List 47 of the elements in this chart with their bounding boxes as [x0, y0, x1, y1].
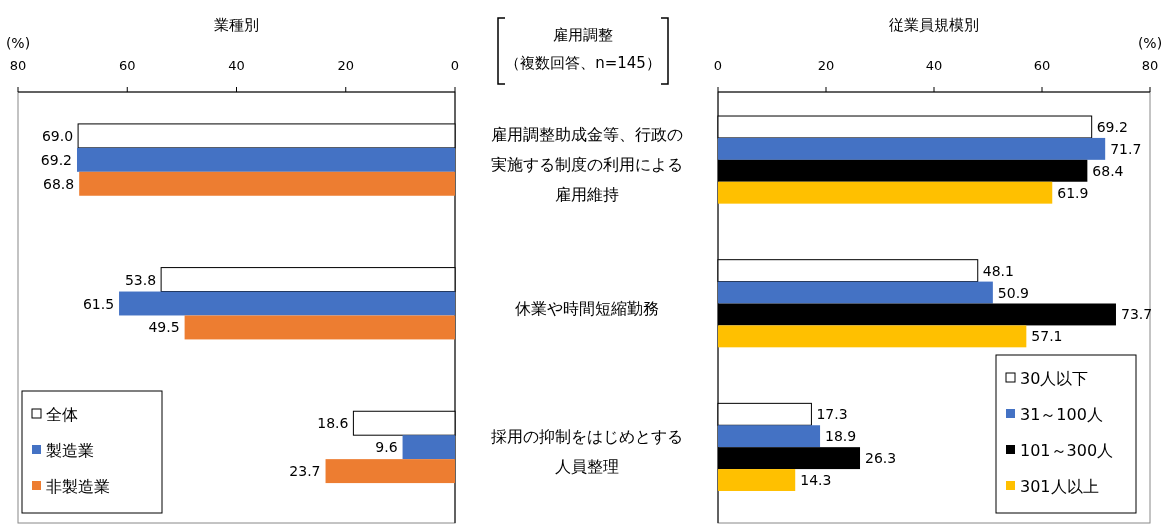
- chart-title: 業種別: [214, 16, 259, 34]
- x-tick-label: 40: [925, 58, 943, 73]
- x-axis-title: (%): [1137, 35, 1163, 51]
- legend-label: 31～100人: [1020, 405, 1103, 424]
- legend-label: 301人以上: [1020, 477, 1099, 496]
- data-label: 69.0: [41, 127, 74, 144]
- legend-label: 非製造業: [46, 477, 110, 496]
- legend-label: 全体: [46, 405, 78, 424]
- data-label: 73.7: [1120, 306, 1153, 323]
- legend-label: 30人以下: [1020, 369, 1089, 388]
- text: （複数回答、n=145）: [505, 54, 661, 72]
- chart-title: 従業員規模別: [889, 16, 979, 34]
- legend-label: 101～300人: [1020, 441, 1114, 460]
- x-tick-label: 0: [713, 58, 723, 73]
- data-label: 18.6: [317, 415, 349, 432]
- x-tick-label: 80: [1141, 58, 1159, 73]
- data-label: 69.2: [1096, 118, 1128, 135]
- data-label: 61.5: [82, 295, 115, 312]
- x-tick-label: 60: [1033, 58, 1051, 73]
- data-label: 68.4: [1092, 162, 1124, 179]
- x-tick-label: 20: [337, 58, 355, 73]
- x-tick-label: 20: [817, 58, 835, 73]
- data-label: 53.8: [124, 271, 157, 288]
- data-label: 61.9: [1057, 184, 1089, 201]
- data-label: 26.3: [865, 450, 897, 467]
- x-tick-label: 80: [9, 58, 27, 73]
- data-label: 23.7: [289, 463, 321, 480]
- data-label: 69.2: [40, 151, 72, 168]
- x-axis-title: (%): [5, 35, 31, 51]
- data-label: 18.9: [825, 428, 857, 445]
- data-label: 17.3: [816, 406, 848, 423]
- data-label: 71.7: [1110, 140, 1142, 157]
- data-label: 57.1: [1031, 328, 1063, 345]
- data-label: 68.8: [43, 175, 75, 192]
- data-label: 9.6: [375, 439, 398, 456]
- text: 雇用調整: [553, 26, 613, 44]
- x-tick-label: 0: [450, 58, 460, 73]
- data-label: 14.3: [800, 472, 832, 489]
- data-label: 48.1: [982, 262, 1014, 279]
- y-tick-label: 雇用調整助成金等、行政の実施する制度の利用による雇用維持: [491, 124, 683, 204]
- y-tick-label: 採用の抑制をはじめとする人員整理: [491, 427, 683, 477]
- legend-label: 製造業: [46, 441, 94, 460]
- data-label: 50.9: [997, 284, 1030, 301]
- x-tick-label: 60: [118, 58, 136, 73]
- data-label: 49.5: [148, 319, 180, 336]
- y-tick-label: 休業や時間短縮勤務: [515, 298, 659, 318]
- x-tick-label: 40: [228, 58, 245, 73]
